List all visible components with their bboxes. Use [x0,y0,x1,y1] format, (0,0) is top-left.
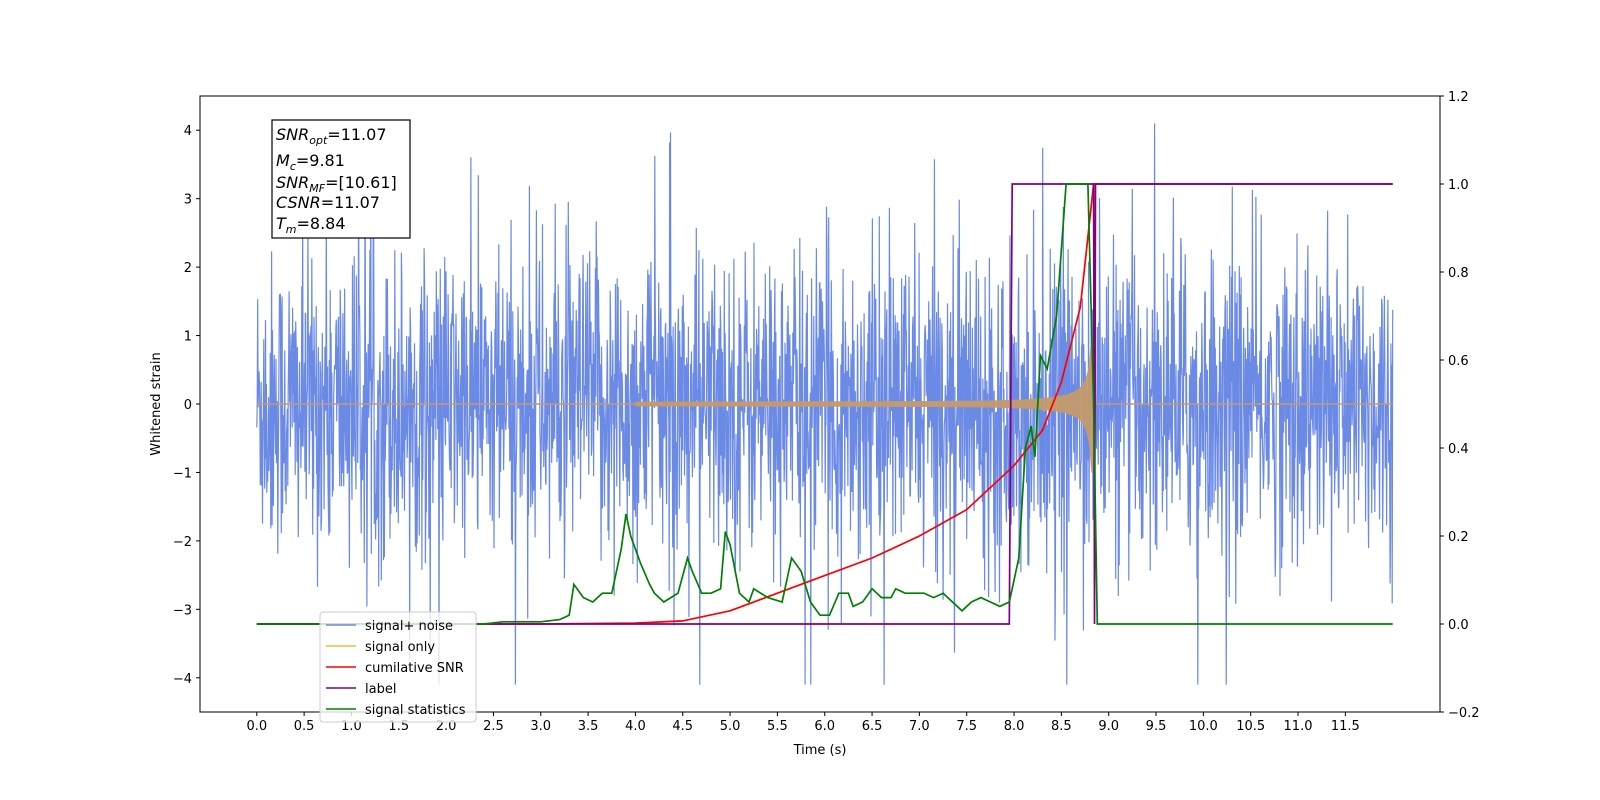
x-tick-label: 11.0 [1284,719,1313,734]
x-tick-label: 5.0 [720,719,741,734]
annotation-csnr: CSNR=11.07 [276,193,380,212]
x-tick-label: 9.5 [1146,719,1167,734]
annotation-chirp-mass: Mc=9.81 [276,151,345,173]
legend-label-cumulative-snr: cumilative SNR [365,661,464,676]
legend: signal+ noise signal only cumilative SNR… [319,611,477,723]
x-tick-label: 2.5 [483,719,504,734]
annotation-snr-opt: SNRopt=11.07 [276,125,387,147]
x-tick-label: 7.0 [909,719,930,734]
x-tick-label: 0.5 [294,719,315,734]
annotation-frame [271,119,411,239]
x-tick-label: 4.5 [672,719,693,734]
legend-label-label: label [365,682,396,697]
series-signal-noise [256,123,1394,685]
y-tick-label: −4 [173,672,192,687]
y-tick-label: 1 [184,330,192,345]
annotation-box: SNRopt=11.07 Mc=9.81 SNRMF=[10.61] CSNR=… [271,119,411,239]
y-tick-label: 3 [184,193,192,208]
y-tick-label: −2 [173,535,192,550]
x-tick-label: 9.0 [1098,719,1119,734]
y-axis-left: 4 3 2 1 0 −1 −2 −3 −4 [173,124,200,687]
plot-data-layer [256,123,1394,685]
series-signal-only [635,335,1094,473]
x-axis: 0.0 0.5 1.0 1.5 2.0 2.5 3.0 3.5 4.0 4.5 5.0 5.5 6.0 6… [246,712,1360,734]
x-tick-label: 1.0 [341,719,362,734]
series-cumulative-snr [256,183,1393,625]
y2-tick-label: 0.4 [1448,442,1469,457]
y2-tick-label: 0.8 [1448,266,1469,281]
legend-label-signal-only: signal only [365,640,435,655]
annotation-snr-mf: SNRMF=[10.61] [276,173,397,195]
x-tick-label: 8.5 [1051,719,1072,734]
x-tick-label: 8.0 [1004,719,1025,734]
x-tick-label: 6.0 [814,719,835,734]
y2-tick-label: 1.2 [1448,90,1469,105]
x-tick-label: 4.0 [625,719,646,734]
x-tick-label: 10.0 [1189,719,1218,734]
y2-tick-label: 0.2 [1448,530,1469,545]
x-tick-label: 2.0 [436,719,457,734]
y-tick-label: 0 [184,398,192,413]
y2-tick-label: 0.0 [1448,618,1469,633]
y-tick-label: −1 [173,466,192,481]
y2-tick-label: −0.2 [1448,706,1480,721]
y2-tick-label: 1.0 [1448,178,1469,193]
annotation-tm: Tm=8.84 [276,214,346,236]
y-tick-label: 2 [184,261,192,276]
legend-label-signal-statistics: signal statistics [365,703,466,718]
x-tick-label: 5.5 [767,719,788,734]
x-tick-label: 6.5 [862,719,883,734]
y-axis-right: 1.2 1.0 0.8 0.6 0.4 0.2 0.0 −0.2 [1440,90,1480,721]
y-tick-label: 4 [184,124,192,139]
x-tick-label: 11.5 [1331,719,1360,734]
legend-label-signal-noise: signal+ noise [365,619,453,634]
legend-frame [319,611,477,723]
y2-tick-label: 0.6 [1448,354,1469,369]
x-tick-label: 0.0 [246,719,267,734]
x-tick-label: 1.5 [388,719,409,734]
x-tick-label: 10.5 [1236,719,1265,734]
series-signal-statistics [256,183,1393,625]
y-axis-label: Whitened strain [149,352,164,455]
x-tick-label: 7.5 [956,719,977,734]
y-tick-label: −3 [173,603,192,618]
series-label [256,183,1393,625]
x-axis-label: Time (s) [793,743,847,758]
x-tick-label: 3.5 [578,719,599,734]
x-tick-label: 3.0 [530,719,551,734]
